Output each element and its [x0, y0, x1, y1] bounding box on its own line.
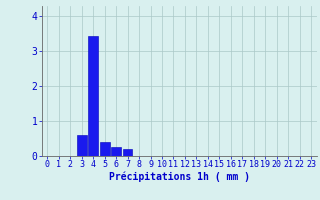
Bar	[123, 149, 132, 156]
Bar	[77, 135, 87, 156]
Bar	[100, 142, 109, 156]
X-axis label: Précipitations 1h ( mm ): Précipitations 1h ( mm )	[109, 172, 250, 182]
Bar	[88, 36, 98, 156]
Bar	[111, 147, 121, 156]
